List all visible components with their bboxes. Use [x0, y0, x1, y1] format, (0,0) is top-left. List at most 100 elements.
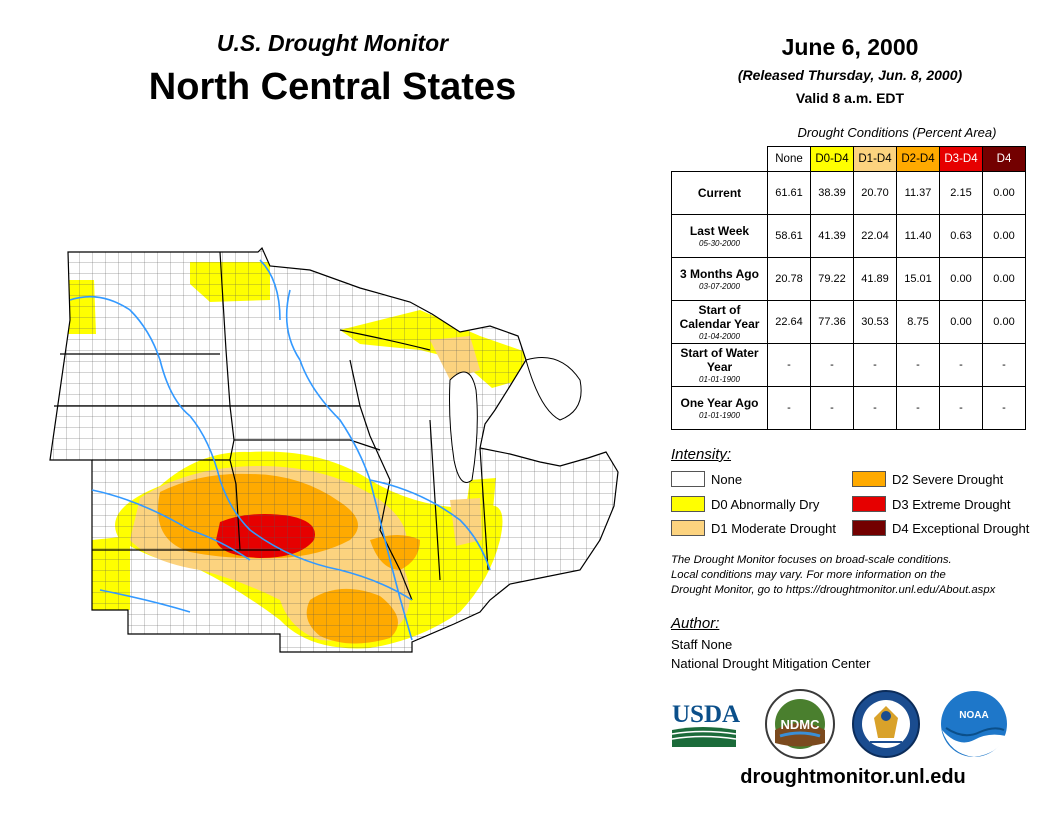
col-header-d2-d4: D2-D4 [896, 146, 940, 172]
legend-swatch-d2 [852, 471, 886, 487]
noaa-logo: NOAA [941, 691, 1007, 757]
value-cell: 11.40 [896, 214, 940, 258]
value-cell: - [939, 343, 983, 387]
value-cell: - [939, 386, 983, 430]
usda-logo-text: USDA [672, 701, 740, 728]
row-label-text: Start of Calendar Year [679, 302, 760, 331]
legend-title: Intensity: [671, 446, 732, 463]
row-date: 01-01-1900 [699, 410, 740, 420]
value-cell: - [896, 343, 940, 387]
value-cell: 20.78 [767, 257, 811, 301]
value-cell: 0.00 [982, 214, 1026, 258]
row-label-text: Last Week [689, 223, 750, 238]
conditions-row: Start of Calendar Year 01-04-2000 22.64 77.… [671, 300, 1026, 344]
row-label-text: Current [697, 186, 742, 200]
col-header-d4: D4 [982, 146, 1026, 172]
legend-item-d1: D1 Moderate Drought [671, 520, 836, 536]
legend-swatch-d4 [852, 520, 886, 536]
legend-label-d3: D3 Extreme Drought [892, 496, 1011, 512]
note-line-2: Local conditions may vary. For more info… [671, 569, 946, 581]
legend-item-d2: D2 Severe Drought [852, 471, 1003, 487]
value-cell: 0.00 [982, 257, 1026, 301]
value-cell: 0.00 [939, 257, 983, 301]
legend-label-d4: D4 Exceptional Drought [892, 520, 1030, 536]
conditions-row: Last Week 05-30-2000 58.61 41.39 22.04 11.40 0… [671, 214, 1026, 258]
legend-label-none: None [711, 471, 743, 487]
state-boundaries [49, 246, 619, 653]
value-cell: 20.70 [853, 171, 897, 215]
author-organization: National Drought Mitigation Center [671, 656, 871, 671]
legend-swatch-none [671, 471, 705, 487]
kansas-river [91, 489, 251, 561]
website-url[interactable]: droughtmonitor.unl.edu [740, 766, 966, 788]
value-cell: 15.01 [896, 257, 940, 301]
conditions-row: One Year Ago 01-01-1900- - - - - - [671, 386, 1026, 430]
conditions-table: None D0-D4 D1-D4 D2-D4 D3-D4 D4 Current 6… [671, 146, 1026, 430]
value-cell: 2.15 [939, 171, 983, 215]
lake-michigan [449, 371, 478, 483]
legend-label-d2: D2 Severe Drought [892, 471, 1004, 487]
release-date: (Released Thursday, Jun. 8, 2000) [737, 67, 963, 83]
value-cell: 41.89 [853, 257, 897, 301]
row-label-text: Start of Water Year [680, 345, 759, 374]
value-cell: 41.39 [810, 214, 854, 258]
row-date: 05-30-2000 [699, 238, 740, 248]
value-cell: - [982, 343, 1026, 387]
author-name: Staff None [671, 637, 733, 652]
row-label: Last Week 05-30-2000 [671, 214, 768, 258]
map-subtitle: U.S. Drought Monitor [216, 30, 449, 56]
row-date: 01-01-1900 [699, 374, 740, 384]
region-outline [49, 246, 619, 653]
conditions-row: 3 Months Ago 03-07-2000 20.78 79.22 41.89 15.… [671, 257, 1026, 301]
row-date: 01-04-2000 [699, 331, 740, 341]
value-cell: 58.61 [767, 214, 811, 258]
lake-huron [525, 357, 582, 421]
commerce-seal [852, 690, 920, 758]
legend-label-d0: D0 Abnormally Dry [711, 496, 820, 512]
map-date: June 6, 2000 [781, 34, 919, 60]
il-in-border [429, 419, 441, 581]
value-cell: - [767, 386, 811, 430]
conditions-caption: Drought Conditions (Percent Area) [797, 125, 997, 140]
legend-item-d0: D0 Abnormally Dry [671, 496, 819, 512]
in-oh-border [479, 447, 489, 571]
row-label: 3 Months Ago 03-07-2000 [671, 257, 768, 301]
col-header-d3-d4: D3-D4 [939, 146, 983, 172]
valid-time: Valid 8 a.m. EDT [795, 90, 905, 106]
col-header-d0-d4: D0-D4 [810, 146, 854, 172]
legend-swatch-d1 [671, 520, 705, 536]
row-label: Start of Water Year 01-01-1900 [671, 343, 768, 387]
value-cell: 22.64 [767, 300, 811, 344]
note-line-1: The Drought Monitor focuses on broad-sca… [671, 554, 952, 566]
conditions-row: Start of Water Year 01-01-1900- - - - - - [671, 343, 1026, 387]
row-date: 03-07-2000 [699, 281, 740, 291]
ia-mo-border [234, 439, 381, 451]
legend-item-d3: D3 Extreme Drought [852, 496, 1011, 512]
value-cell: 8.75 [896, 300, 940, 344]
rivers [69, 259, 491, 641]
row-label: Start of Calendar Year 01-04-2000 [671, 300, 768, 344]
illinois-ohio-river [369, 479, 491, 571]
value-cell: 22.04 [853, 214, 897, 258]
upper-peninsula-border [339, 329, 431, 351]
author-heading: Author: [671, 615, 720, 632]
conditions-header-row: None D0-D4 D1-D4 D2-D4 D3-D4 D4 [672, 146, 1026, 172]
agency-logos: USDA NDMC NOAA [671, 689, 1007, 759]
legend-item-none: None [671, 471, 742, 487]
value-cell: - [767, 343, 811, 387]
value-cell: 11.37 [896, 171, 940, 215]
value-cell: - [810, 386, 854, 430]
usda-logo: USDA [671, 701, 740, 747]
value-cell: - [853, 386, 897, 430]
red-river [259, 259, 281, 321]
value-cell: 0.00 [939, 300, 983, 344]
missouri-river [69, 295, 413, 601]
row-label-text: 3 Months Ago [680, 266, 759, 281]
note-line-3: Drought Monitor, go to https://droughtmo… [671, 584, 996, 596]
noaa-logo-text: NOAA [959, 710, 988, 721]
row-label: One Year Ago 01-01-1900 [671, 386, 768, 430]
conditions-row: Current 61.61 38.39 20.70 11.37 2.15 0.00 [671, 171, 1026, 215]
value-cell: 61.61 [767, 171, 811, 215]
mississippi-border [369, 435, 413, 601]
value-cell: 0.00 [982, 171, 1026, 215]
